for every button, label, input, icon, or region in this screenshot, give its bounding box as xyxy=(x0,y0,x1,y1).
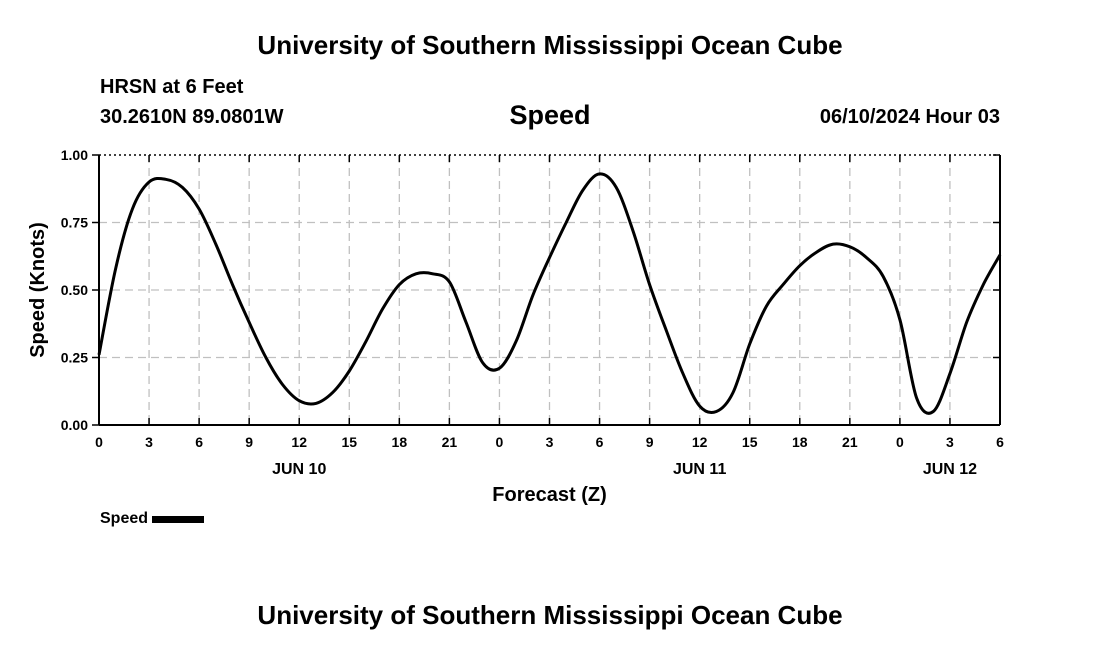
x-tick-label: 15 xyxy=(341,434,357,450)
station-coordinates: 30.2610N 89.0801W xyxy=(100,106,284,128)
y-tick-label: 1.00 xyxy=(61,147,88,163)
y-tick-label: 0.50 xyxy=(61,282,88,298)
x-tick-label: 9 xyxy=(646,434,654,450)
x-tick-label: 18 xyxy=(792,434,808,450)
x-tick-label: 0 xyxy=(496,434,504,450)
x-tick-label: 0 xyxy=(95,434,103,450)
x-tick-label: 18 xyxy=(392,434,408,450)
legend-label: Speed xyxy=(100,510,149,527)
x-tick-label: 12 xyxy=(291,434,307,450)
x-tick-label: 3 xyxy=(546,434,554,450)
y-tick-label: 0.75 xyxy=(61,215,88,231)
x-tick-label: 9 xyxy=(245,434,253,450)
x-day-label: JUN 10 xyxy=(272,461,326,478)
y-axis-title: Speed (Knots) xyxy=(27,222,49,358)
footer-title: University of Southern Mississippi Ocean… xyxy=(257,600,843,630)
x-day-label: JUN 12 xyxy=(923,461,977,478)
y-tick-label: 0.25 xyxy=(61,350,88,366)
x-tick-label: 3 xyxy=(946,434,954,450)
x-axis-title: Forecast (Z) xyxy=(492,484,606,506)
x-tick-label: 21 xyxy=(842,434,858,450)
speed-series-line xyxy=(97,172,1002,415)
x-tick-label: 6 xyxy=(996,434,1004,450)
x-tick-label: 6 xyxy=(596,434,604,450)
x-tick-label: 15 xyxy=(742,434,758,450)
page-title: University of Southern Mississippi Ocean… xyxy=(257,30,843,60)
x-tick-label: 0 xyxy=(896,434,904,450)
chart-title: Speed xyxy=(509,100,591,130)
forecast-timestamp: 06/10/2024 Hour 03 xyxy=(819,106,1000,128)
x-tick-label: 21 xyxy=(442,434,458,450)
legend: Speed xyxy=(100,510,205,528)
legend-line-swatch xyxy=(152,515,205,523)
x-tick-label: 6 xyxy=(195,434,203,450)
x-tick-label: 3 xyxy=(145,434,153,450)
x-day-label: JUN 11 xyxy=(673,461,726,478)
x-tick-label: 12 xyxy=(692,434,708,450)
y-tick-label: 0.00 xyxy=(61,417,88,433)
station-label: HRSN at 6 Feet xyxy=(100,76,244,98)
